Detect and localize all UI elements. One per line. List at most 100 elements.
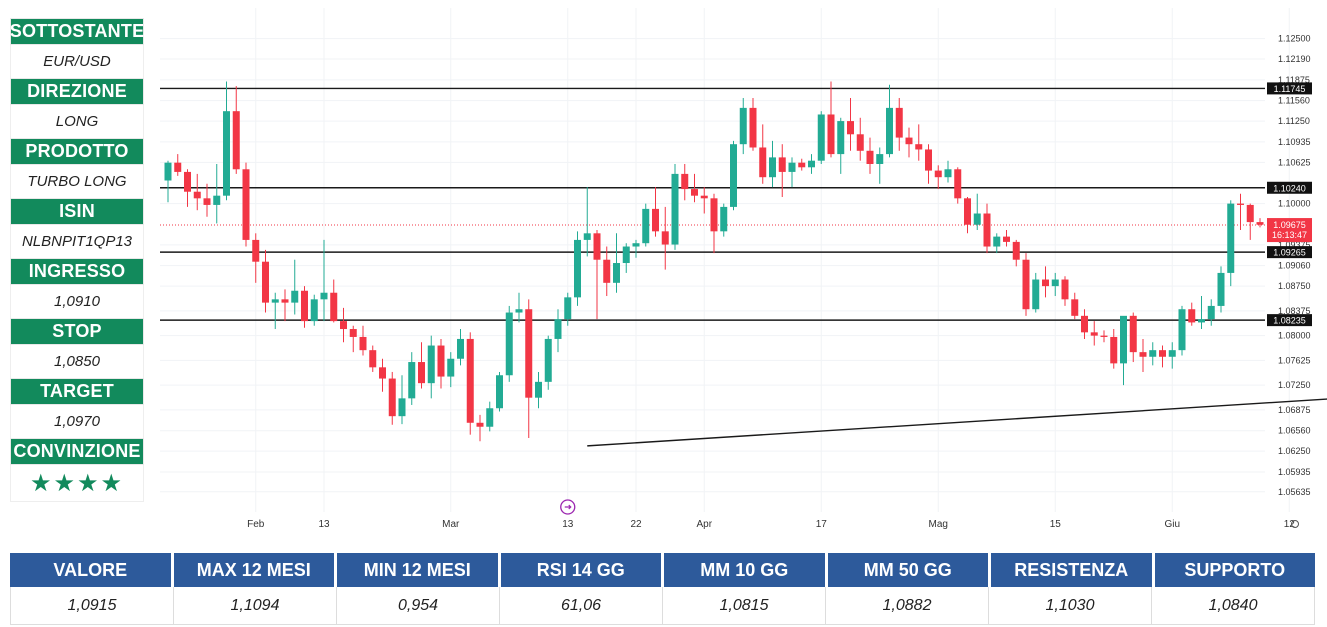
candle-body [983, 213, 991, 247]
candle-body [447, 358, 455, 377]
level-price-box [1267, 314, 1312, 327]
candle-body [1246, 204, 1254, 223]
candle-body [349, 329, 357, 337]
candle-body [505, 312, 513, 376]
y-tick-label: 1.07625 [1278, 355, 1311, 365]
y-tick-label: 1.12190 [1278, 54, 1311, 64]
candle-body [418, 362, 425, 384]
candle-body [895, 107, 903, 138]
candle-body [739, 107, 747, 145]
candle-body [1227, 203, 1235, 273]
candle-body [174, 162, 182, 172]
x-tick-label: Giu [1164, 519, 1180, 530]
level-price-label: 1.11745 [1274, 84, 1306, 94]
y-tick-label: 1.09060 [1278, 261, 1311, 271]
x-tick-label: 13 [318, 519, 330, 530]
candle-body [340, 321, 347, 330]
candle-body [593, 233, 601, 260]
candle-body [1207, 305, 1215, 320]
y-tick-label: 1.05635 [1278, 487, 1311, 497]
sidebar-value: LONG [10, 105, 144, 138]
stats-value-cell: 61,06 [500, 587, 663, 624]
candle-body [1237, 203, 1244, 205]
sidebar-value: TURBO LONG [10, 165, 144, 198]
candle-body [1032, 279, 1040, 310]
y-tick-label: 1.10935 [1278, 137, 1311, 147]
candle-body [1217, 272, 1225, 306]
candle-body [252, 239, 260, 262]
candle-body [466, 338, 474, 423]
candle-body [954, 169, 962, 199]
candle-body [934, 170, 942, 178]
stats-header-cell: MAX 12 MESI [173, 553, 334, 587]
candle-body [1188, 309, 1196, 323]
candle-body [1159, 350, 1166, 357]
candle-body [203, 198, 211, 205]
level-price-label: 1.08235 [1273, 316, 1306, 326]
event-arrow-icon [564, 504, 572, 510]
sidebar-label: SOTTOSTANTE [10, 18, 144, 45]
level-price-label: 1.10240 [1273, 183, 1306, 193]
candle-body [193, 191, 201, 199]
candle-body [359, 336, 367, 351]
stats-header-cell: MM 10 GG [664, 553, 825, 587]
candle-body [388, 378, 396, 417]
conviction-stars: ★★★★ [10, 465, 144, 502]
candle-body [1081, 315, 1088, 333]
candle-body [271, 299, 279, 303]
y-tick-label: 1.06875 [1278, 405, 1311, 415]
candle-body [262, 261, 269, 303]
candle-body [876, 154, 884, 164]
candle-body [613, 263, 620, 283]
candle-body [535, 381, 542, 398]
candle-body [671, 173, 679, 245]
candle-body [184, 171, 191, 192]
candle-body [1003, 236, 1010, 242]
candle-body [1120, 315, 1127, 364]
x-tick-label: Feb [247, 519, 265, 530]
candle-body [856, 134, 864, 151]
candle-body [554, 319, 562, 339]
sidebar-item-direction: DIREZIONE LONG [10, 78, 144, 138]
candle-body [310, 299, 318, 322]
sidebar-value: EUR/USD [10, 45, 144, 78]
candle-body [486, 408, 494, 427]
candle-body [496, 375, 503, 409]
candle-body [369, 350, 377, 368]
candle-body [710, 198, 718, 232]
candle-body [564, 297, 572, 320]
candle-body [457, 338, 464, 359]
candle-body [847, 121, 854, 135]
candle-body [798, 162, 806, 168]
stats-header-cell: RESISTENZA [991, 553, 1152, 587]
y-tick-label: 1.07250 [1278, 380, 1311, 390]
candle-body [944, 169, 952, 178]
candle-body [691, 189, 698, 196]
candle-body [1168, 350, 1176, 357]
candle-body [808, 160, 815, 168]
candle-body [1090, 332, 1098, 336]
sidebar-item-entry: INGRESSO 1,0910 [10, 258, 144, 318]
candle-body [398, 398, 406, 417]
sidebar-label: DIREZIONE [10, 78, 144, 105]
sidebar-value: NLBNPIT1QP13 [10, 225, 144, 258]
level-price-label: 1.09265 [1273, 248, 1306, 258]
candle-body [1178, 309, 1186, 351]
candle-body [320, 292, 328, 300]
candle-body [223, 111, 230, 196]
y-tick-label: 1.06250 [1278, 446, 1311, 456]
stats-header-cell: RSI 14 GG [500, 553, 661, 587]
y-tick-label: 1.11875 [1278, 75, 1310, 85]
y-tick-label: 1.06560 [1278, 426, 1311, 436]
y-tick-label: 1.12500 [1278, 34, 1311, 44]
sidebar-value: 1,0970 [10, 405, 144, 438]
candle-body [964, 198, 971, 225]
x-tick-label: 17 [816, 519, 828, 530]
stats-value-cell: 1,1094 [174, 587, 337, 624]
sidebar-item-target: TARGET 1,0970 [10, 378, 144, 438]
sidebar-item-underlying: SOTTOSTANTE EUR/USD [10, 18, 144, 78]
stats-header-row: VALORE MAX 12 MESI MIN 12 MESI RSI 14 GG… [10, 553, 1315, 587]
stats-value-cell: 0,954 [337, 587, 500, 624]
candle-body [720, 206, 728, 232]
x-tick-label: 15 [1050, 519, 1062, 530]
